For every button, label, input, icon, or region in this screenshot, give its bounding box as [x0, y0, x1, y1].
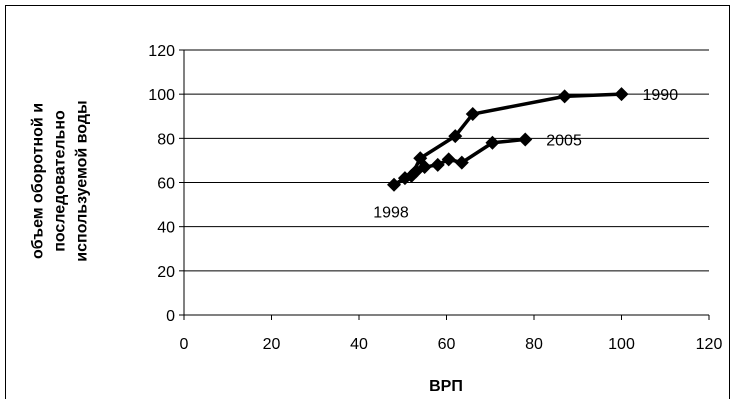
- y-tick-label: 20: [157, 264, 175, 281]
- y-tick-label: 40: [157, 220, 175, 237]
- y-axis-label-line: объем оборотной и: [30, 103, 47, 259]
- y-axis-label-line: последовательно: [52, 110, 69, 252]
- data-point: [454, 155, 469, 170]
- annotations: 1990 2005 1998: [373, 87, 678, 222]
- data-point: [614, 87, 629, 102]
- y-tick-label: 120: [148, 43, 175, 60]
- data-point: [441, 152, 456, 167]
- data-point: [557, 89, 572, 104]
- y-tick-labels: 0 20 40 60 80 100 120: [148, 43, 175, 325]
- data-point: [465, 107, 480, 122]
- x-axis-label: ВРП: [429, 378, 463, 395]
- data-point: [397, 171, 412, 186]
- annotation-label: 1998: [373, 205, 409, 222]
- y-axis-label: объем оборотной и последовательно использу…: [30, 100, 91, 261]
- axes: [179, 49, 710, 320]
- x-tick-label: 40: [350, 336, 368, 353]
- data-point: [387, 177, 401, 192]
- x-tick-label: 100: [608, 336, 635, 353]
- y-axis-label-line: используемой воды: [74, 100, 91, 261]
- y-tick-label: 80: [157, 131, 175, 148]
- x-tick-label: 20: [263, 336, 281, 353]
- x-tick-label: 0: [180, 336, 189, 353]
- series-line: [392, 92, 624, 187]
- data-point: [518, 132, 533, 147]
- series-group: [387, 87, 629, 192]
- data-point: [485, 135, 500, 150]
- x-tick-label: 60: [438, 336, 456, 353]
- data-point: [430, 157, 445, 172]
- y-tick-label: 100: [148, 87, 175, 104]
- y-tick-label: 0: [166, 308, 175, 325]
- x-tick-labels: 0 20 40 60 80 100 120: [180, 336, 723, 353]
- annotation-label: 1990: [643, 87, 679, 104]
- data-point: [448, 129, 463, 144]
- annotation-label: 2005: [546, 132, 582, 149]
- chart-frame: [5, 5, 730, 399]
- x-tick-label: 120: [696, 336, 723, 353]
- y-tick-label: 60: [157, 176, 175, 193]
- x-tick-label: 80: [525, 336, 543, 353]
- data-point: [417, 160, 432, 175]
